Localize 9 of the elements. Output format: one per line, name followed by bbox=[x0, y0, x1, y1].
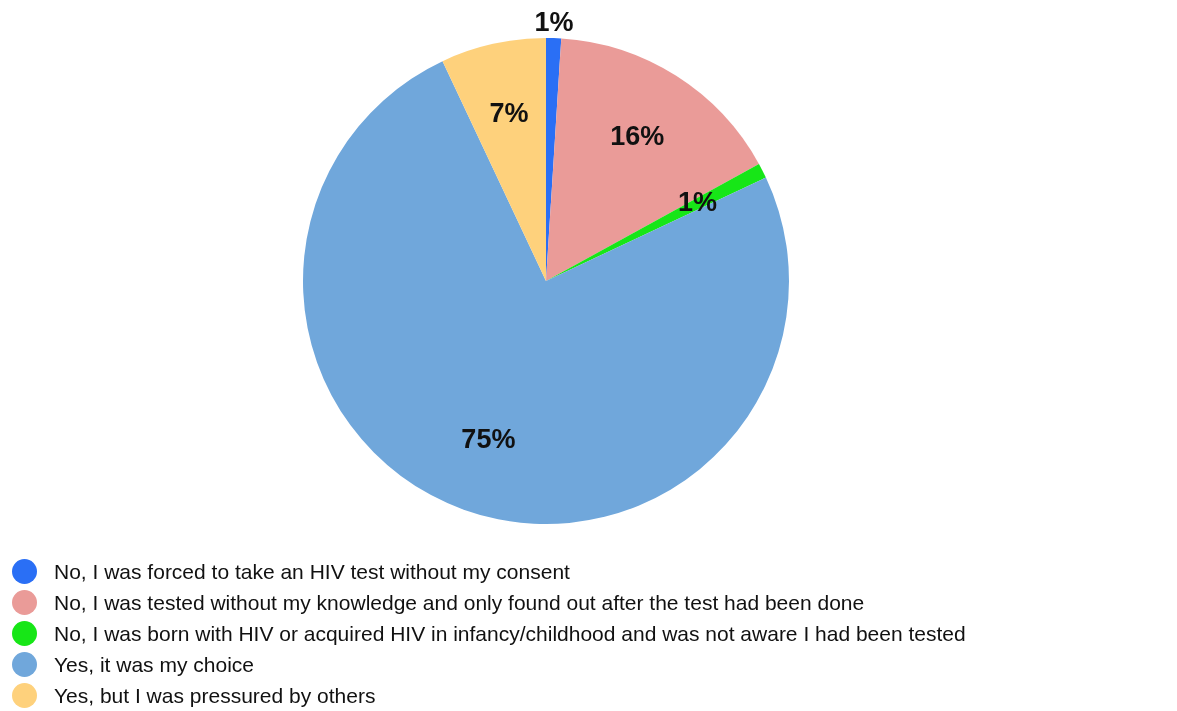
data-label: 75% bbox=[461, 424, 516, 455]
legend-label: Yes, but I was pressured by others bbox=[54, 683, 376, 708]
data-label: 7% bbox=[489, 98, 529, 129]
data-label: 16% bbox=[610, 120, 665, 151]
data-label: 1% bbox=[534, 7, 574, 37]
legend-label: No, I was tested without my knowledge and only found out after the test had been done bbox=[54, 590, 865, 615]
legend-label: No, I was born with HIV or acquired HIV in infancy/childhood and was not aware I had been tested bbox=[54, 621, 966, 646]
legend-label: No, I was forced to take an HIV test without my consent bbox=[54, 559, 570, 584]
legend-label: Yes, it was my choice bbox=[54, 652, 254, 677]
